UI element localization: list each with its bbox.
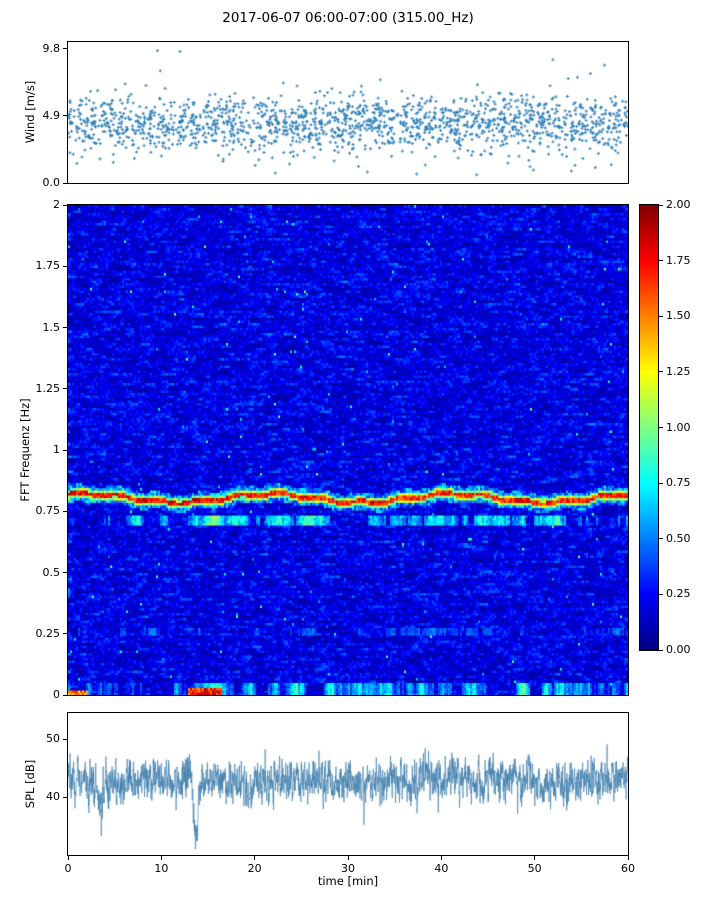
colorbar-tick-mark: [659, 649, 663, 651]
colorbar-tick-mark: [659, 371, 663, 373]
wind-scatter-canvas: [68, 42, 628, 183]
y-tick-mark: [63, 633, 67, 635]
colorbar-tick-label: 0.00: [666, 643, 691, 656]
x-tick-label: 20: [247, 862, 262, 875]
x-tick-mark: [67, 856, 69, 860]
y-tick-label: 0.0: [42, 176, 61, 189]
colorbar-tick-label: 1.50: [666, 309, 691, 323]
y-tick-mark: [63, 265, 67, 267]
y-tick-mark: [63, 327, 67, 328]
colorbar-tick-mark: [659, 204, 663, 206]
y-tick-label: 1.5: [42, 320, 61, 334]
colorbar-tick-label: 1.00: [666, 420, 691, 434]
y-tick-label: 0.75: [35, 504, 61, 518]
colorbar-tick-mark: [659, 260, 663, 262]
spectrogram-canvas: [68, 205, 628, 695]
colorbar-tick-mark: [659, 538, 663, 540]
x-tick-label: 10: [154, 862, 169, 875]
y-tick-label: 1.25: [35, 381, 61, 395]
colorbar-canvas: [640, 205, 658, 650]
x-tick-label: 50: [527, 862, 542, 875]
y-tick-label: 0.5: [42, 565, 61, 579]
wind-plot-area: [67, 41, 629, 184]
colorbar-tick-mark: [659, 482, 663, 484]
x-tick-label: 60: [621, 862, 635, 875]
y-tick-mark: [63, 738, 67, 740]
y-tick-mark: [63, 388, 67, 390]
spl-plot-area: [67, 712, 629, 856]
x-tick-mark: [440, 856, 442, 860]
x-tick-mark: [347, 856, 349, 860]
spectrogram-plot-area: [67, 204, 629, 696]
y-tick-mark: [63, 48, 67, 50]
x-axis-label: time [min]: [317, 874, 379, 888]
y-tick-label: 1: [53, 443, 60, 456]
colorbar-tick-label: 2.00: [666, 198, 691, 211]
spl-line-canvas: [68, 713, 628, 855]
y-tick-label: 0.25: [35, 626, 61, 640]
colorbar-tick-mark: [659, 315, 663, 317]
x-tick-label: 0: [64, 862, 72, 875]
y-tick-mark: [63, 694, 67, 696]
y-tick-label: 2: [53, 198, 60, 211]
colorbar-tick-mark: [659, 593, 663, 595]
x-tick-label: 40: [434, 862, 449, 875]
figure-title: 2017-06-07 06:00-07:00 (315.00_Hz): [222, 10, 474, 26]
y-tick-mark: [63, 182, 67, 184]
colorbar: [639, 204, 659, 651]
x-tick-mark: [254, 856, 256, 860]
x-tick-mark: [160, 856, 162, 860]
y-tick-label: 9.8: [42, 41, 61, 55]
y-tick-label: 1.75: [35, 259, 61, 273]
colorbar-tick-label: 1.75: [666, 253, 691, 267]
colorbar-tick-label: 0.25: [666, 587, 691, 601]
y-tick-label: 40: [46, 790, 60, 804]
x-tick-mark: [534, 856, 536, 860]
x-tick-mark: [627, 856, 629, 860]
colorbar-tick-label: 1.25: [666, 364, 691, 378]
y-tick-mark: [63, 204, 67, 206]
x-tick-label: 30: [341, 862, 355, 875]
y-tick-mark: [63, 449, 67, 451]
colorbar-tick-label: 0.75: [666, 476, 691, 490]
y-tick-mark: [63, 796, 67, 798]
y-tick-mark: [63, 115, 67, 117]
y-tick-label: 0: [53, 688, 60, 701]
colorbar-tick-mark: [659, 427, 663, 428]
y-tick-mark: [63, 510, 67, 512]
colorbar-tick-label: 0.50: [666, 531, 691, 545]
y-tick-label: 50: [46, 732, 60, 746]
y-tick-label: 4.9: [42, 108, 61, 122]
y-tick-mark: [63, 572, 67, 573]
